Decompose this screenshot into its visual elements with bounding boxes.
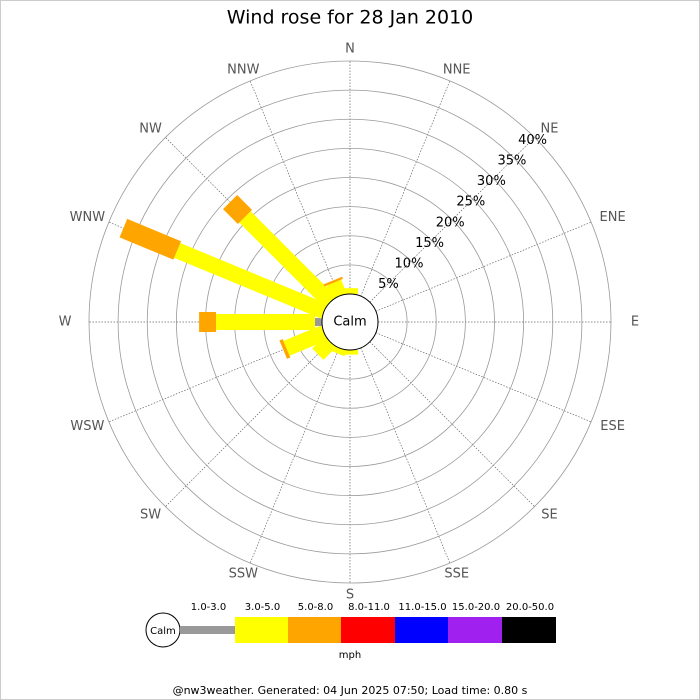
ring: [146, 118, 554, 526]
legend-swatch: [288, 617, 341, 643]
direction-label: N: [345, 42, 355, 57]
direction-label: WSW: [70, 419, 104, 434]
footer: @nw3weather. Generated: 04 Jun 2025 07:5…: [173, 684, 528, 697]
legend-label: 5.0-8.0: [298, 602, 333, 613]
legend-swatch: [180, 626, 235, 634]
legend-label: 3.0-5.0: [245, 602, 280, 613]
direction-label: SSW: [229, 567, 259, 582]
direction-label: W: [59, 315, 72, 330]
legend-label: 20.0-50.0: [506, 602, 554, 613]
bar-segment: [174, 243, 328, 319]
bar-segment: [239, 211, 336, 308]
direction-label: NNE: [443, 62, 471, 77]
ring: [175, 147, 525, 497]
legend-swatch: [341, 617, 395, 643]
bar-segment: [119, 218, 182, 260]
legend-label: 15.0-20.0: [452, 602, 500, 613]
r-tick-label: 35%: [498, 154, 527, 169]
r-tick-label: 10%: [395, 257, 424, 272]
direction-label: SE: [541, 508, 557, 523]
r-tick-label: 25%: [456, 195, 485, 210]
ring: [88, 60, 612, 584]
bar-segment: [315, 318, 322, 326]
units: mph: [339, 650, 361, 661]
direction-label: NE: [540, 121, 558, 136]
bar-segment: [215, 314, 316, 330]
r-tick-label: 40%: [518, 133, 547, 148]
r-tick-label: 20%: [436, 215, 465, 230]
direction-label: S: [346, 588, 354, 603]
legend-swatch: [448, 617, 502, 643]
bar-segment: [283, 325, 328, 356]
bar-segment: [326, 279, 347, 300]
bar-segment: [342, 350, 358, 355]
bar-segment: [223, 195, 253, 225]
bar-segment: [199, 312, 216, 332]
legend-swatch: [395, 617, 448, 643]
direction-label: WNW: [70, 210, 106, 225]
calm-circle: [321, 293, 379, 351]
direction-label: NW: [139, 121, 162, 136]
bar-segment: [342, 288, 358, 294]
legend-label: 11.0-15.0: [398, 602, 446, 613]
legend-label: 1.0-3.0: [191, 602, 226, 613]
legend-calm: Calm: [150, 626, 176, 637]
direction-label: NNW: [227, 62, 259, 77]
direction-label: E: [631, 315, 639, 330]
r-tick-label: 15%: [415, 236, 444, 251]
calm-label: Calm: [333, 315, 366, 330]
direction-label: ESE: [600, 419, 625, 434]
direction-label: SW: [140, 508, 161, 523]
direction-label: ENE: [600, 210, 626, 225]
r-tick-label: 5%: [378, 277, 399, 292]
direction-label: SSE: [444, 567, 469, 582]
legend-label: 8.0-11.0: [348, 602, 390, 613]
legend-swatch: [502, 617, 556, 643]
bar-segment: [323, 276, 343, 287]
legend-swatch: [235, 617, 288, 643]
chart-title: Wind rose for 28 Jan 2010: [227, 7, 474, 29]
r-tick-label: 30%: [477, 174, 506, 189]
bar-segment: [279, 339, 291, 359]
ring: [117, 89, 583, 555]
